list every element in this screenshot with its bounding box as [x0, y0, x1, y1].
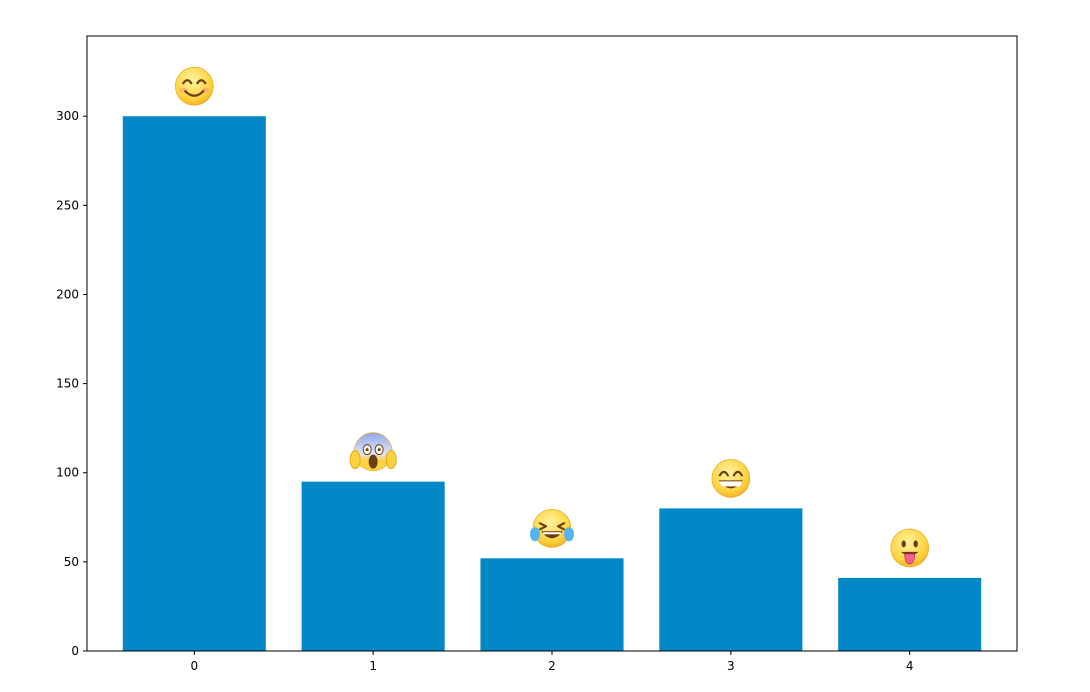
y-tick-label: 300 — [56, 109, 79, 123]
y-tick-label: 0 — [71, 644, 79, 658]
bar-2 — [480, 558, 624, 651]
y-tick-label: 200 — [56, 287, 79, 301]
x-tick-label: 2 — [548, 659, 556, 673]
x-axis: 0 1 2 3 4 — [190, 651, 914, 673]
y-tick-label: 100 — [56, 466, 79, 480]
x-tick-label: 1 — [369, 659, 377, 673]
bar-0 — [122, 116, 266, 651]
bar-1 — [301, 481, 445, 651]
smiling-face-with-smiling-eyes-emoji-icon — [175, 66, 214, 106]
bar-3 — [659, 508, 803, 651]
x-tick-label: 0 — [190, 659, 198, 673]
beaming-face-with-smiling-eyes-emoji-icon — [711, 459, 751, 498]
emoji-annotations — [175, 66, 929, 568]
y-tick-label: 150 — [56, 377, 79, 391]
bar-4 — [838, 577, 982, 651]
face-with-tongue-emoji-icon — [890, 528, 929, 568]
x-tick-label: 3 — [727, 659, 735, 673]
bars-group — [122, 116, 982, 651]
y-tick-label: 50 — [64, 555, 79, 569]
x-tick-label: 4 — [906, 659, 914, 673]
face-with-tears-of-joy-emoji-icon — [530, 509, 574, 548]
y-tick-label: 250 — [56, 198, 79, 212]
face-screaming-in-fear-emoji-icon — [349, 432, 397, 471]
y-axis: 0 50 100 150 200 250 300 — [56, 109, 87, 658]
